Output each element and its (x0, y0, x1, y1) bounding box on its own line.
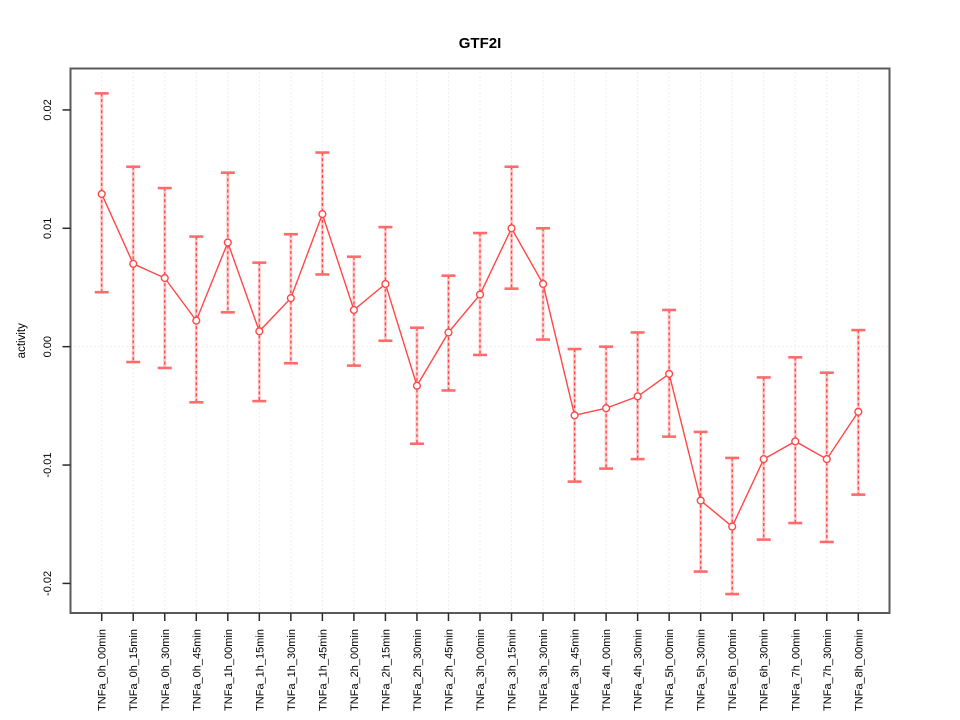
data-point (696, 496, 705, 505)
data-point (318, 209, 327, 219)
x-tick-label: TNFa_0h_45min (191, 629, 203, 711)
y-tick-label: 0.00 (42, 336, 54, 357)
data-point (822, 455, 831, 464)
x-tick-label: TNFa_8h_00min (853, 629, 865, 711)
x-tick-label: TNFa_4h_30min (633, 629, 645, 711)
data-point (791, 437, 800, 446)
x-tick-label: TNFa_4h_00min (601, 629, 613, 711)
x-tick-label: TNFa_1h_00min (223, 629, 235, 711)
x-tick-label: TNFa_6h_30min (759, 629, 771, 711)
data-point (633, 392, 642, 401)
y-axis-tick-labels: 0.02 0.01 0.00 -0.01 -0.02 (42, 99, 54, 596)
x-tick-label: TNFa_3h_00min (475, 629, 487, 711)
data-point (223, 238, 232, 247)
data-point (570, 411, 579, 420)
data-point (444, 328, 453, 337)
y-tick-label: 0.02 (42, 99, 54, 120)
data-point (507, 224, 516, 233)
data-point (665, 369, 674, 378)
x-tick-label: TNFa_5h_30min (696, 629, 708, 711)
x-tick-label: TNFa_1h_30min (286, 629, 298, 711)
x-tick-label: TNFa_0h_00min (97, 629, 109, 711)
data-point (286, 294, 295, 303)
data-point (255, 327, 264, 336)
data-point (601, 404, 611, 413)
x-tick-label: TNFa_2h_15min (380, 629, 392, 711)
x-tick-label: TNFa_7h_00min (790, 629, 802, 711)
error-bars (94, 92, 866, 596)
x-tick-label: TNFa_3h_30min (538, 629, 550, 711)
data-point (475, 290, 485, 299)
x-tick-label: TNFa_1h_15min (254, 629, 266, 711)
x-tick-label: TNFa_3h_15min (507, 629, 519, 711)
data-point (129, 259, 138, 268)
y-axis-ticks (62, 109, 71, 585)
x-tick-label: TNFa_6h_00min (727, 629, 739, 711)
data-point (538, 279, 548, 289)
data-point (160, 273, 169, 283)
x-axis-ticks (100, 613, 860, 621)
x-tick-label: TNFa_2h_45min (443, 629, 455, 711)
x-tick-label: TNFa_3h_45min (570, 629, 582, 711)
data-point (381, 279, 390, 289)
x-tick-label: TNFa_2h_00min (349, 629, 361, 711)
data-point (192, 316, 201, 325)
data-point (854, 407, 863, 416)
y-axis-label: activity (16, 323, 28, 358)
data-point (728, 522, 737, 531)
data-point (412, 381, 422, 390)
x-tick-label: TNFa_2h_30min (412, 629, 424, 711)
x-tick-label: TNFa_7h_30min (822, 629, 834, 711)
y-tick-label: 0.01 (42, 218, 54, 239)
y-tick-label: -0.02 (42, 571, 54, 596)
data-point (97, 189, 106, 199)
data-point (759, 455, 768, 464)
x-tick-label: TNFa_1h_45min (317, 629, 329, 711)
y-tick-label: -0.01 (42, 452, 54, 477)
data-point (349, 305, 359, 315)
chart-title: GTF2I (459, 35, 502, 52)
x-axis-tick-labels: TNFa_0h_00min TNFa_0h_15min TNFa_0h_30min T… (97, 629, 866, 711)
x-tick-label: TNFa_0h_15min (128, 629, 140, 711)
data-point-markers (97, 189, 863, 531)
x-tick-label: TNFa_5h_00min (664, 629, 676, 711)
x-tick-label: TNFa_0h_30min (160, 629, 172, 711)
